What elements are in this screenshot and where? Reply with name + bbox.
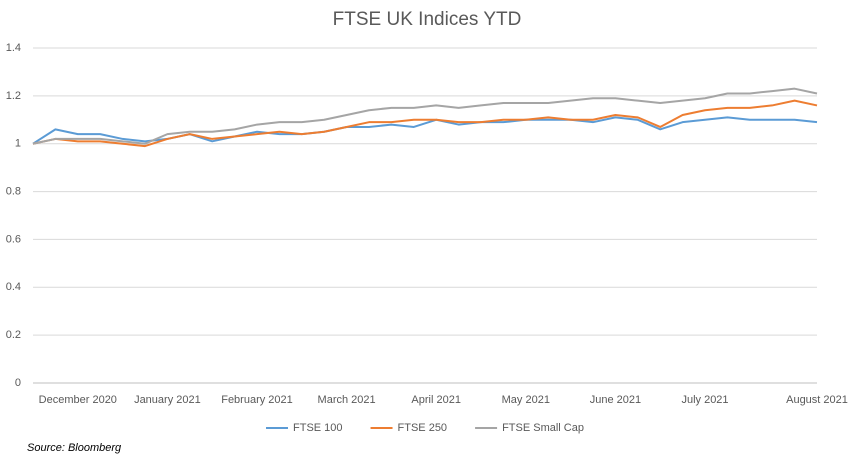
- source-note: Source: Bloomberg: [27, 442, 122, 454]
- y-tick-label: 0: [15, 377, 21, 389]
- series-line: [32, 116, 818, 145]
- x-tick-label: August 2021: [786, 394, 848, 406]
- y-tick-label: 0.8: [6, 185, 21, 197]
- y-tick-label: 1.4: [6, 42, 21, 54]
- x-tick-label: January 2021: [134, 394, 201, 406]
- legend-label: FTSE 100: [293, 422, 343, 434]
- y-tick-label: 0.4: [6, 281, 21, 293]
- x-tick-label: July 2021: [681, 394, 728, 406]
- chart-title: FTSE UK Indices YTD: [333, 9, 522, 30]
- series-line: [32, 87, 818, 145]
- legend-label: FTSE Small Cap: [502, 422, 584, 434]
- series-line: [32, 99, 818, 148]
- y-tick-label: 1.2: [6, 90, 21, 102]
- x-tick-label: December 2020: [39, 394, 117, 406]
- x-tick-label: February 2021: [221, 394, 293, 406]
- x-tick-label: March 2021: [318, 394, 376, 406]
- y-tick-label: 1: [15, 138, 21, 150]
- y-tick-label: 0.2: [6, 329, 21, 341]
- y-tick-label: 0.6: [6, 233, 21, 245]
- x-tick-label: May 2021: [502, 394, 550, 406]
- x-tick-label: June 2021: [590, 394, 641, 406]
- x-tick-label: April 2021: [411, 394, 461, 406]
- legend-label: FTSE 250: [398, 422, 448, 434]
